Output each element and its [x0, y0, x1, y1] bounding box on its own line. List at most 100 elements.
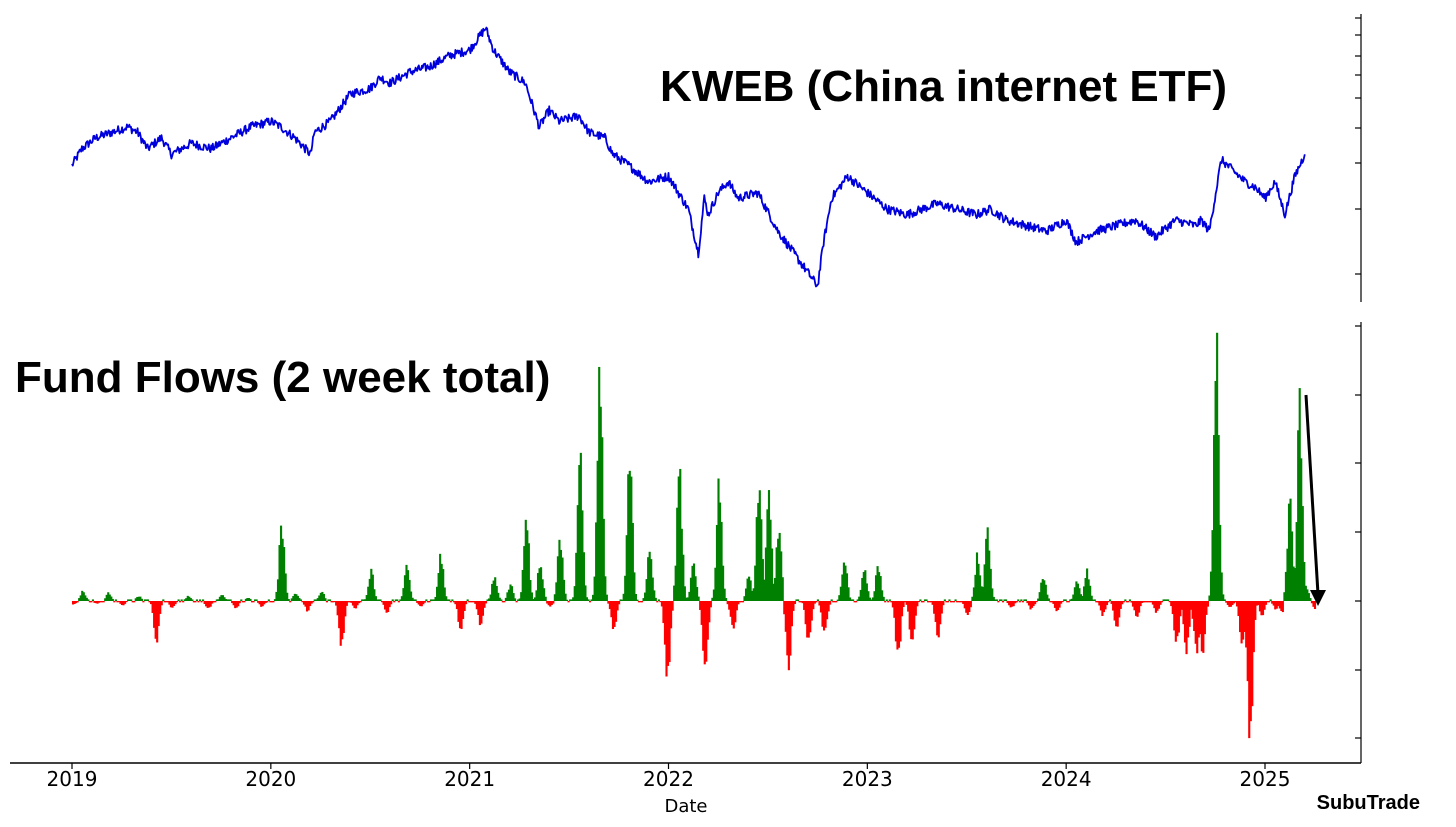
flow-bar: [1052, 601, 1055, 604]
flow-bar: [637, 601, 641, 603]
flow-bar: [914, 601, 917, 616]
flow-bar: [380, 601, 384, 603]
flow-bar: [989, 568, 992, 601]
flow-bar: [1011, 601, 1014, 607]
flow-bar: [78, 598, 81, 601]
flow-bar: [714, 567, 717, 601]
flow-bar: [1044, 584, 1047, 601]
flow-bar: [697, 596, 700, 601]
flow-bar: [1061, 601, 1064, 603]
flow-bar: [657, 599, 660, 601]
flow-bar: [295, 594, 298, 601]
flow-bar: [87, 599, 90, 601]
flow-bar: [1014, 601, 1017, 604]
flow-bar: [113, 601, 116, 603]
x-tick-label: 2024: [1041, 767, 1092, 791]
flow-bar: [1141, 601, 1144, 603]
flow-bar: [891, 601, 894, 608]
flow-bar: [278, 545, 281, 601]
flow-bar: [702, 601, 705, 651]
flow-bar: [462, 601, 465, 619]
flow-bar: [689, 577, 693, 601]
flow-bar: [673, 585, 676, 601]
flow-bar: [630, 476, 633, 601]
flow-bar: [488, 598, 491, 601]
flow-bar: [1134, 601, 1138, 616]
flow-bar: [394, 599, 397, 601]
flow-bar: [650, 559, 653, 601]
flow-bar: [1128, 599, 1132, 601]
flow-bar: [585, 597, 589, 601]
flow-bar: [281, 538, 284, 601]
flow-bar: [1076, 583, 1079, 601]
flow-bar: [1251, 601, 1254, 707]
flow-bar: [1216, 332, 1219, 601]
flow-bar: [1295, 522, 1298, 601]
flow-bar: [538, 568, 541, 601]
flow-bar: [1064, 599, 1067, 601]
flow-bar: [754, 565, 757, 601]
flow-bar: [1304, 585, 1307, 601]
annotation-arrow-head: [1310, 590, 1326, 606]
flow-bar: [605, 594, 608, 601]
flow-bar: [633, 572, 636, 601]
flow-bar: [1209, 571, 1213, 601]
flow-bar: [1255, 601, 1258, 606]
flow-bar: [602, 518, 605, 601]
flow-bar: [599, 406, 602, 601]
flow-bar: [526, 530, 529, 601]
flow-bar: [416, 601, 419, 603]
flow-bar: [985, 538, 988, 601]
flow-bar: [770, 548, 774, 601]
flow-bar: [226, 599, 229, 601]
flow-bar: [850, 599, 853, 601]
flows-chart-title: Fund Flows (2 week total): [15, 353, 550, 402]
axes: 2019 2020 2021 2022 2023 2024 2025: [10, 14, 1362, 791]
flow-bar: [1177, 601, 1180, 633]
flow-bar: [408, 579, 411, 601]
flow-bar: [362, 599, 365, 601]
flow-bar: [936, 601, 939, 636]
flow-bar: [1286, 548, 1289, 601]
flow-bar: [1105, 601, 1109, 606]
flow-bar: [949, 601, 953, 603]
flow-bar: [789, 601, 792, 656]
flow-bar: [1072, 594, 1075, 601]
flow-bar: [769, 519, 772, 601]
flow-bar: [933, 601, 936, 614]
flow-bar: [131, 601, 134, 603]
flow-bar: [778, 532, 781, 601]
flow-bar: [755, 517, 758, 601]
flow-bar: [474, 601, 477, 604]
flow-bar: [304, 601, 307, 607]
flow-bar: [1107, 601, 1110, 603]
flow-bar: [286, 592, 289, 601]
flow-bar: [971, 596, 974, 601]
flow-bar: [283, 547, 286, 601]
flow-bar: [986, 527, 989, 601]
flow-bar: [937, 601, 940, 638]
flow-bar: [558, 539, 561, 601]
flow-bar: [679, 468, 682, 601]
flow-bar: [796, 599, 800, 601]
flow-bar: [856, 599, 859, 601]
flow-bar: [200, 601, 203, 603]
flow-bar: [899, 601, 902, 642]
flow-bar: [1067, 601, 1070, 603]
flow-bar: [784, 601, 787, 632]
flow-bar: [573, 586, 576, 601]
flow-bar: [576, 505, 579, 601]
flow-bar: [622, 593, 625, 601]
flow-bar: [1070, 598, 1073, 601]
flow-bar: [413, 599, 416, 601]
flow-bar: [1116, 601, 1119, 627]
flow-bar: [494, 577, 497, 601]
flow-bar: [1004, 599, 1008, 601]
flow-bar: [171, 601, 174, 608]
flow-bar: [518, 598, 521, 601]
flow-bar: [458, 601, 462, 629]
flow-bar: [818, 601, 821, 606]
flow-bar: [916, 601, 919, 607]
flow-bar: [648, 551, 651, 601]
flow-bar: [587, 599, 590, 601]
